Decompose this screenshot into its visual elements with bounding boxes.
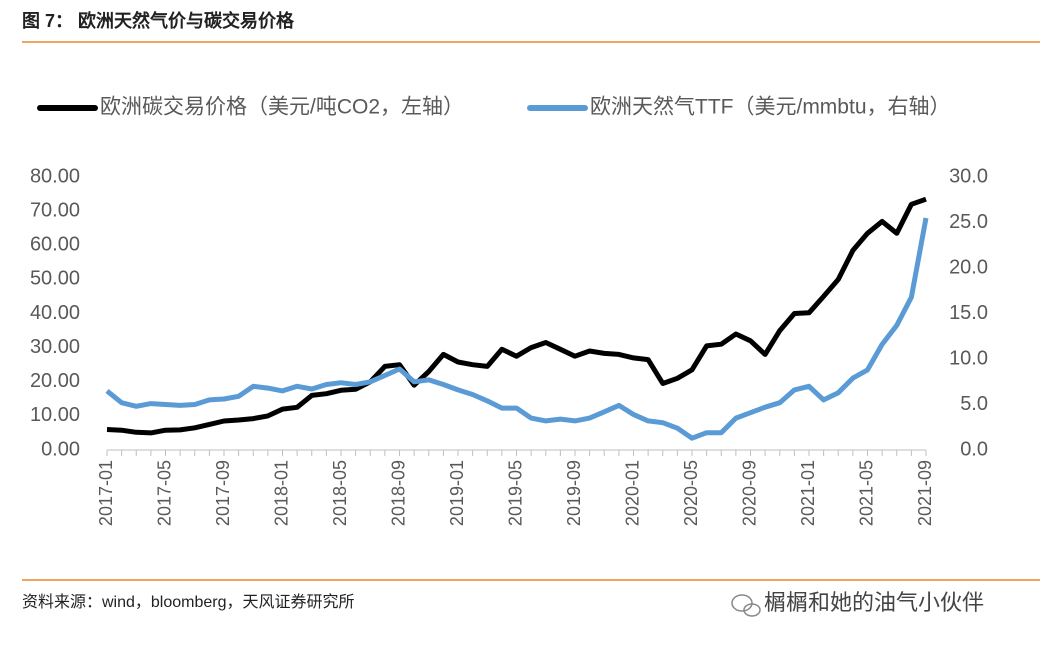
- x-tick-label: 2020-01: [622, 460, 642, 526]
- x-tick-label: 2020-09: [739, 460, 759, 526]
- y2-tick-label: 10.0: [949, 347, 988, 369]
- y-tick-label: 20.00: [30, 370, 80, 392]
- y-tick-label: 30.00: [30, 336, 80, 358]
- chart-title: 图 7： 欧洲天然气价与碳交易价格: [22, 10, 295, 31]
- y2-tick-label: 30.0: [949, 165, 988, 187]
- y-tick-label: 0.00: [41, 438, 80, 460]
- y2-tick-label: 5.0: [960, 393, 988, 415]
- y-tick-label: 40.00: [30, 302, 80, 324]
- x-tick-label: 2020-05: [681, 460, 701, 526]
- x-tick-label: 2019-05: [505, 460, 525, 526]
- x-tick-label: 2017-01: [96, 460, 116, 526]
- y-tick-label: 10.00: [30, 404, 80, 426]
- x-tick-label: 2017-09: [213, 460, 233, 526]
- x-tick-label: 2018-09: [388, 460, 408, 526]
- x-tick-label: 2021-09: [915, 460, 935, 526]
- y2-tick-label: 0.0: [960, 438, 988, 460]
- x-tick-label: 2017-05: [154, 460, 174, 526]
- x-tick-label: 2019-01: [447, 460, 467, 526]
- y-tick-label: 60.00: [30, 234, 80, 256]
- legend-label: 欧洲天然气TTF（美元/mmbtu，右轴）: [590, 96, 951, 119]
- y2-tick-label: 15.0: [949, 302, 988, 324]
- series-line: [105, 217, 929, 441]
- watermark-icon: [731, 594, 761, 617]
- x-tick-label: 2019-09: [564, 460, 584, 526]
- legend-label: 欧洲碳交易价格（美元/吨CO2，左轴）: [100, 96, 464, 119]
- x-tick-label: 2018-05: [330, 460, 350, 526]
- x-tick-label: 2021-05: [856, 460, 876, 526]
- y2-tick-label: 20.0: [949, 256, 988, 278]
- source: 资料来源：wind，bloomberg，天风证券研究所: [22, 593, 355, 611]
- y2-tick-label: 25.0: [949, 211, 988, 233]
- x-tick-label: 2021-01: [798, 460, 818, 526]
- series-line: [106, 196, 927, 436]
- y-tick-label: 50.00: [30, 268, 80, 290]
- y-tick-label: 80.00: [30, 165, 80, 187]
- watermark: 榍榍和她的油气小伙伴: [764, 590, 984, 615]
- x-tick-label: 2018-01: [271, 460, 291, 526]
- y-tick-label: 70.00: [30, 199, 80, 221]
